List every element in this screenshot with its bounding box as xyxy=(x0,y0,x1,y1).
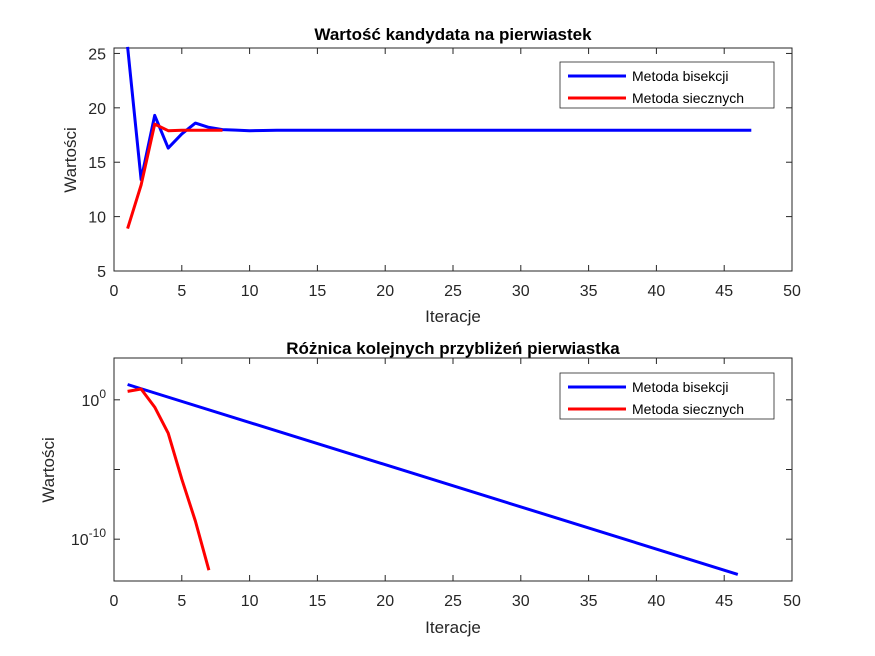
top-x-tick-label: 40 xyxy=(648,283,666,300)
bottom-x-tick-label: 15 xyxy=(309,593,327,610)
top-x-tick-label: 20 xyxy=(376,283,394,300)
bottom-legend-label-bisection: Metoda bisekcji xyxy=(632,379,729,395)
bottom-y-tick-exponent: -10 xyxy=(89,526,107,540)
bottom-chart-title: Różnica kolejnych przybliżeń pierwiastka xyxy=(286,339,620,358)
top-x-tick-label: 45 xyxy=(715,283,733,300)
top-x-axis-label: Iteracje xyxy=(425,307,481,326)
top-x-tick-label: 50 xyxy=(783,283,801,300)
bottom-x-tick-label: 35 xyxy=(580,593,598,610)
top-series-line-bisection xyxy=(126,46,752,182)
bottom-y-tick-base: 10 xyxy=(82,393,100,410)
bottom-x-tick-label: 5 xyxy=(177,593,186,610)
bottom-x-tick-label: 50 xyxy=(783,593,801,610)
top-y-tick-label: 15 xyxy=(88,155,106,172)
top-legend: Metoda bisekcji Metoda siecznych xyxy=(559,61,775,109)
bottom-x-tick-label: 10 xyxy=(241,593,259,610)
bottom-x-axis-label: Iteracje xyxy=(425,618,481,637)
bottom-series-line-bisection xyxy=(127,383,739,576)
bottom-series-lines xyxy=(127,383,739,576)
bottom-legend-label-secant: Metoda siecznych xyxy=(632,401,744,417)
bottom-legend: Metoda bisekcji Metoda siecznych xyxy=(559,372,775,420)
top-legend-box xyxy=(559,61,775,109)
bottom-x-tick-label: 25 xyxy=(444,593,462,610)
bottom-x-tick-label: 20 xyxy=(376,593,394,610)
top-y-tick-label: 10 xyxy=(88,210,106,227)
top-series-line-secant xyxy=(126,122,223,230)
bottom-x-tick-label: 45 xyxy=(715,593,733,610)
top-x-tick-label: 0 xyxy=(110,283,119,300)
top-x-tick-label: 5 xyxy=(177,283,186,300)
top-x-tick-label: 15 xyxy=(309,283,327,300)
bottom-y-tick-exponent: 0 xyxy=(99,387,106,401)
bottom-y-tick-label: 10-10 xyxy=(71,526,106,549)
bottom-y-tick-label: 100 xyxy=(82,387,107,410)
top-series-lines xyxy=(126,46,752,230)
top-x-tick-label: 30 xyxy=(512,283,530,300)
top-chart-title: Wartość kandydata na pierwiastek xyxy=(314,25,592,44)
top-y-axis-label: Wartości xyxy=(61,127,80,193)
top-x-tick-label: 10 xyxy=(241,283,259,300)
bottom-y-axis-label: Wartości xyxy=(39,437,58,503)
bottom-y-tick-base: 10 xyxy=(71,532,89,549)
bottom-x-tick-label: 30 xyxy=(512,593,530,610)
bottom-legend-box xyxy=(559,372,775,420)
top-y-tick-label: 20 xyxy=(88,101,106,118)
top-y-tick-label: 5 xyxy=(97,264,106,281)
top-x-tick-label: 35 xyxy=(580,283,598,300)
top-x-tick-label: 25 xyxy=(444,283,462,300)
bottom-x-tick-label: 40 xyxy=(648,593,666,610)
top-y-tick-label: 25 xyxy=(88,46,106,63)
bottom-x-tick-label: 0 xyxy=(110,593,119,610)
bottom-series-line-secant xyxy=(127,387,211,571)
top-legend-label-secant: Metoda siecznych xyxy=(632,90,744,106)
top-legend-label-bisection: Metoda bisekcji xyxy=(632,68,729,84)
